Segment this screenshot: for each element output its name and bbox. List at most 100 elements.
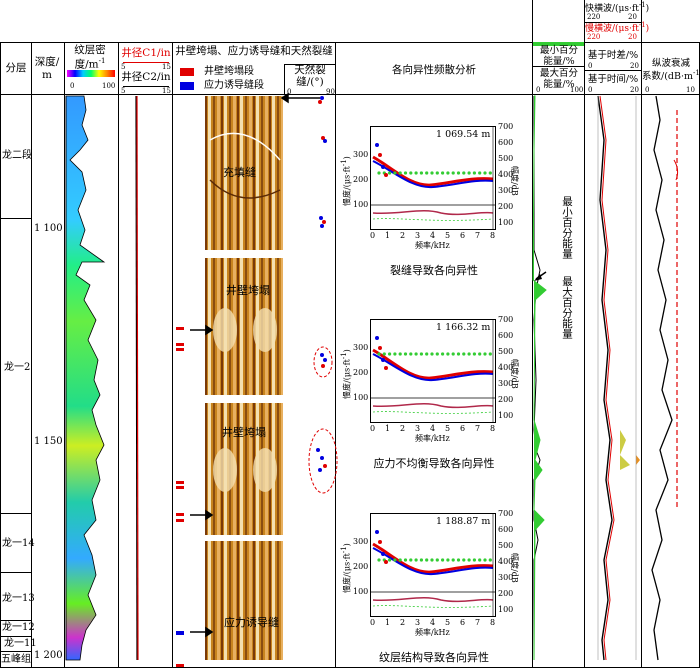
header-depth: 深度/ m	[34, 56, 60, 81]
col-line	[584, 0, 585, 668]
dispersion-y2tick: 500	[498, 154, 514, 163]
depth-tick-label: 1 150	[34, 436, 63, 447]
header-slow-shear: 慢横波/(μs·ft-1)	[585, 21, 650, 34]
max-energy-label: 最大百分能量	[561, 276, 573, 339]
dispersion-xtick: 6	[460, 424, 466, 433]
nat-min: 0	[287, 88, 292, 96]
dispersion-xtick: 0	[370, 231, 376, 240]
at-min: 0	[588, 62, 593, 70]
dispersion-depth: 1 069.54 m	[436, 129, 491, 140]
header-natural-fracture: 天然裂 缝/(°)	[294, 64, 326, 88]
dispersion-xtick: 4	[430, 618, 436, 627]
natural-fracture-dips	[316, 96, 327, 472]
formation-boundary	[0, 620, 31, 621]
header-min-energy: 最小百分 能量/%	[539, 45, 578, 67]
pct-max: 100	[570, 86, 584, 94]
dispersion-y2tick: 400	[498, 557, 514, 566]
dispersion-caption: 裂缝导致各向异性	[390, 264, 478, 277]
header-max-energy: 最大百分 能量/%	[539, 68, 578, 90]
image-label: 井壁垮塌	[222, 426, 266, 439]
energy-header-bar	[532, 42, 584, 46]
dispersion-y2tick: 600	[498, 331, 514, 340]
dispersion-ytick: 200	[353, 562, 369, 571]
collapse-marker	[176, 348, 184, 351]
collapse-marker	[176, 343, 184, 346]
sw-header-divider	[584, 22, 641, 23]
header-lamination: 纹层密 度/m-1	[74, 44, 106, 71]
dispersion-y2tick: 600	[498, 525, 514, 534]
at-max: 20	[630, 62, 639, 70]
formation-label: 龙一14	[2, 538, 35, 549]
dispersion-xtick: 5	[445, 231, 451, 240]
dispersion-xtick: 0	[370, 424, 376, 433]
fast-shear-curve	[597, 95, 613, 661]
c1-min: 5	[121, 63, 126, 71]
header-fast-shear: 快横波/(μs·ft-1)	[585, 1, 650, 14]
depth-tick-label: 1 200	[34, 650, 63, 661]
formation-label: 龙一11	[4, 638, 37, 649]
dispersion-ylabel: 慢度/(μs·ft-1)	[340, 156, 352, 206]
dispersion-xtick: 7	[475, 424, 481, 433]
dispersion-depth: 1 166.32 m	[436, 322, 491, 333]
formation-label: 五峰组	[1, 654, 31, 665]
dispersion-y2tick: 500	[498, 347, 514, 356]
header-wall: 井壁垮塌、应力诱导缝和天然裂缝	[175, 45, 333, 57]
slow-max: 20	[628, 33, 637, 41]
dispersion-xtick: 1	[385, 424, 391, 433]
dispersion-ytick: 300	[353, 537, 369, 546]
aniso-fill	[636, 455, 640, 465]
top-border	[0, 42, 532, 43]
energy-header-divider	[532, 66, 584, 67]
dispersion-ytick: 300	[353, 343, 369, 352]
header-aniso-time-diff: 基于时差/%	[587, 50, 639, 61]
pct-min: 0	[536, 86, 541, 94]
slow-shear-curve	[599, 95, 615, 661]
depth-tick-label: 1 100	[34, 223, 63, 234]
image-label: 应力诱导缝	[224, 616, 279, 629]
natural-header-line	[284, 64, 335, 65]
dispersion-ytick: 200	[353, 368, 369, 377]
dispersion-ylabel: 慢度/(μs·ft-1)	[340, 349, 352, 399]
dispersion-graphics	[371, 127, 495, 229]
c2-min: 5	[121, 87, 126, 95]
at-header-divider	[584, 70, 641, 71]
col-line	[64, 42, 65, 668]
dispersion-ytick: 100	[353, 200, 369, 209]
dispersion-xtick: 3	[415, 424, 421, 433]
c2-scale-line	[123, 86, 169, 87]
header-formation: 分层	[5, 62, 27, 74]
c1-max: 15	[162, 63, 171, 71]
dispersion-xtick: 8	[490, 618, 496, 627]
dispersion-plot	[370, 513, 496, 617]
header-aniso-time: 基于时间/%	[587, 74, 639, 85]
dispersion-y2tick: 600	[498, 138, 514, 147]
dispersion-xtick: 2	[400, 424, 406, 433]
dispersion-y2tick: 300	[498, 379, 514, 388]
formation-boundary	[0, 636, 31, 637]
lam-scale-max: 100	[102, 82, 116, 90]
dispersion-xtick: 8	[490, 424, 496, 433]
dispersion-y2tick: 200	[498, 202, 514, 211]
af-min: 0	[588, 86, 593, 94]
dispersion-xtick: 0	[370, 618, 376, 627]
dispersion-xtick: 1	[385, 231, 391, 240]
dispersion-xtick: 3	[415, 231, 421, 240]
col-line	[335, 42, 336, 668]
af-max: 20	[630, 86, 639, 94]
formation-label: 龙一2	[4, 362, 31, 373]
col-line	[31, 42, 32, 668]
formation-label: 龙一13	[2, 593, 35, 604]
atten-max: 10	[686, 86, 695, 94]
dispersion-xtick: 1	[385, 618, 391, 627]
atten-min: 0	[645, 86, 650, 94]
aniso-fill	[620, 430, 630, 470]
dispersion-ytick: 200	[353, 175, 369, 184]
dispersion-xtick: 5	[445, 618, 451, 627]
dispersion-graphics	[371, 514, 495, 616]
dispersion-graphics	[371, 320, 495, 422]
header-anisotropy: 各向异性频散分析	[392, 64, 476, 76]
legend-collapse-swatch	[180, 68, 194, 76]
col-line	[172, 42, 173, 668]
collapse-marker	[176, 519, 184, 522]
fast-min: 220	[587, 13, 601, 21]
